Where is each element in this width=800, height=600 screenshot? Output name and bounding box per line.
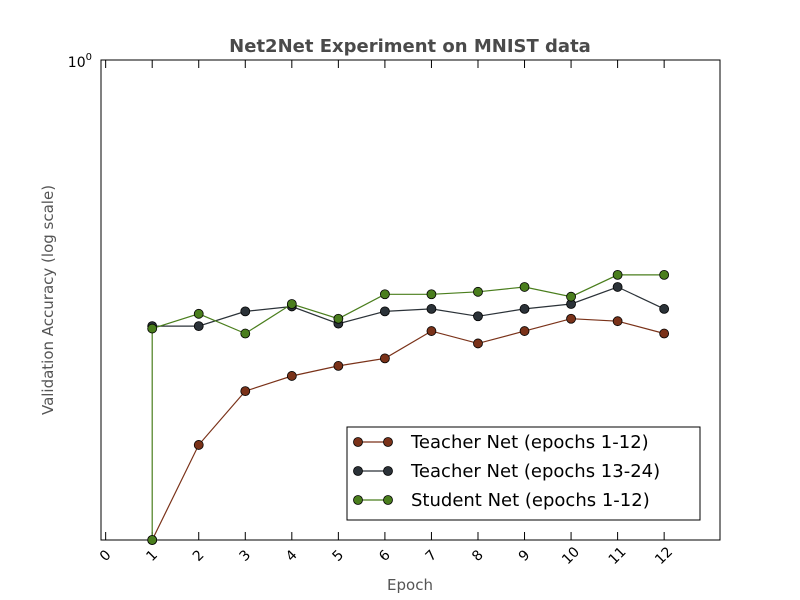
chart-title: Net2Net Experiment on MNIST data — [229, 36, 591, 57]
data-point — [286, 371, 297, 381]
data-point — [473, 311, 483, 322]
x-tick-label: 5 — [330, 547, 348, 565]
data-point — [426, 289, 437, 300]
data-point — [193, 440, 204, 450]
y-axis-label: Validation Accuracy (log scale) — [39, 185, 57, 415]
legend-marker — [353, 437, 363, 447]
legend-label: Teacher Net (epochs 13-24) — [410, 461, 660, 482]
x-tick-label: 7 — [423, 547, 441, 565]
data-point — [240, 328, 251, 339]
x-tick-label: 11 — [606, 544, 630, 568]
x-tick-label: 1 — [143, 547, 161, 565]
legend: Teacher Net (epochs 1-12) Teacher Net (ep… — [346, 426, 701, 521]
data-point — [519, 304, 530, 314]
data-point — [380, 289, 390, 300]
legend-marker — [353, 495, 363, 505]
legend-marker — [383, 437, 393, 447]
x-tick-label: 6 — [376, 547, 394, 565]
series-line — [151, 318, 665, 541]
legend-label: Student Net (epochs 1-12) — [411, 490, 650, 511]
data-point — [473, 338, 483, 349]
data-point — [333, 361, 344, 371]
data-point — [193, 308, 204, 319]
data-point — [659, 328, 670, 339]
x-tick-label: 4 — [283, 547, 301, 565]
data-point — [380, 353, 390, 364]
data-point — [659, 269, 670, 280]
data-point — [380, 306, 390, 317]
legend-marker — [383, 466, 393, 476]
data-point — [612, 316, 623, 327]
legend-marker — [353, 466, 363, 476]
data-point — [566, 313, 576, 324]
series-layer — [147, 269, 670, 545]
x-tick-label: 10 — [559, 544, 583, 568]
data-point — [473, 286, 483, 297]
data-point — [519, 326, 530, 336]
data-point — [193, 321, 204, 332]
data-point — [612, 282, 623, 292]
legend-marker — [383, 495, 393, 505]
series-line — [152, 286, 665, 327]
legend-frame — [346, 426, 701, 521]
legend-label: Teacher Net (epochs 1-12) — [410, 432, 649, 453]
y-tick-label-top: 100 — [68, 52, 92, 71]
data-point — [659, 304, 670, 314]
data-point — [240, 386, 251, 397]
data-point — [612, 269, 623, 280]
x-tick-label: 12 — [652, 544, 676, 568]
data-point — [426, 304, 437, 314]
x-axis-label: Epoch — [387, 576, 433, 594]
data-point — [566, 291, 576, 302]
data-point — [333, 313, 344, 324]
data-point — [147, 323, 158, 334]
x-tick-label: 9 — [516, 547, 534, 565]
x-tick-label: 2 — [190, 547, 208, 565]
data-point — [426, 326, 437, 336]
data-point — [519, 282, 530, 292]
data-point — [240, 306, 251, 317]
data-point — [147, 535, 158, 545]
x-tick-label: 3 — [236, 547, 254, 565]
x-tick-label: 8 — [469, 547, 487, 565]
x-tick-label: 0 — [97, 547, 115, 565]
data-point — [286, 299, 297, 309]
